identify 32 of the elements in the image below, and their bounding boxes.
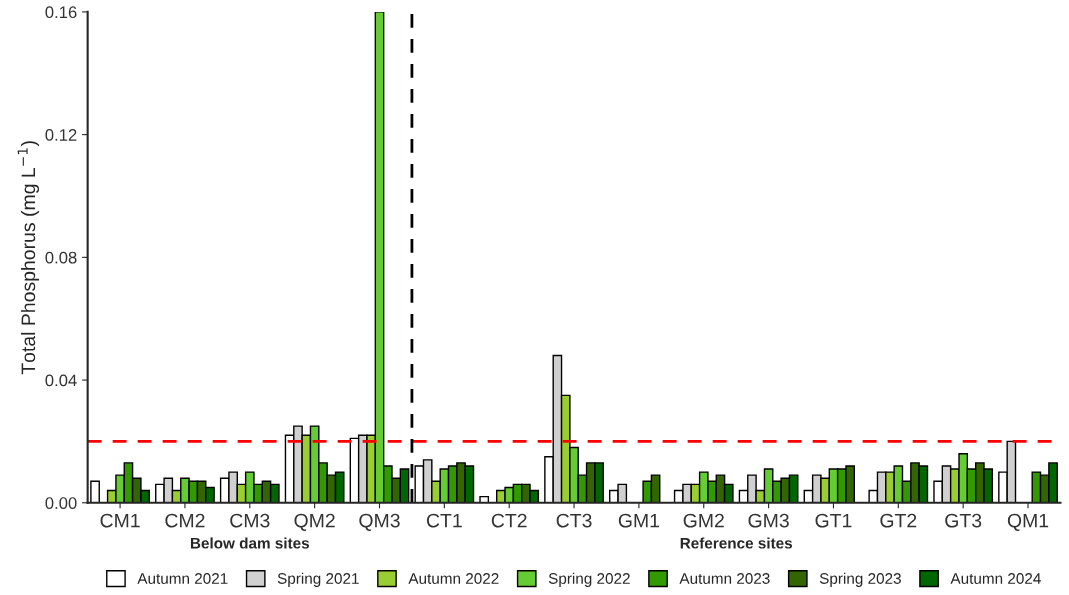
y-axis-title: Total Phosphorus (mg L$^{−1}$) xyxy=(17,141,40,375)
legend-label: Autumn 2024 xyxy=(950,573,1041,584)
y-tick-label: 0.08 xyxy=(45,251,77,264)
x-tick-label: QM1 xyxy=(1007,513,1049,531)
x-tick-label: CM1 xyxy=(100,513,140,528)
x-tick-label: GM3 xyxy=(748,513,789,528)
y-tick-label: 0.12 xyxy=(45,129,77,141)
x-tick-label: CM3 xyxy=(230,513,270,528)
bar xyxy=(90,480,100,503)
x-tick-label: CT2 xyxy=(491,513,527,528)
legend-label: Spring 2022 xyxy=(548,572,630,587)
x-tick-label: GM1 xyxy=(618,513,660,528)
y-tick-label: 0.00 xyxy=(45,497,77,509)
bar xyxy=(479,495,490,503)
legend-label: Autumn 2022 xyxy=(408,573,499,584)
x-tick-label: GM2 xyxy=(683,513,724,528)
x-tick-label: GT1 xyxy=(815,513,852,528)
x-tick-label: QM3 xyxy=(359,513,400,531)
text: Below dam sites xyxy=(190,537,310,549)
x-tick-label: GT3 xyxy=(945,513,982,528)
x-tick-label: CM2 xyxy=(165,513,205,528)
x-tick-label: GT2 xyxy=(880,513,917,528)
legend-label: Autumn 2021 xyxy=(137,573,228,584)
y-tick-label: 0.16 xyxy=(45,6,77,19)
legend-label: Spring 2023 xyxy=(819,572,901,587)
legend-label: Spring 2021 xyxy=(277,572,359,587)
legend-label: Autumn 2023 xyxy=(679,573,770,584)
x-tick-label: CT3 xyxy=(556,513,592,528)
y-tick-label: 0.04 xyxy=(45,374,77,387)
text: Reference sites xyxy=(680,537,793,549)
x-tick-label: QM2 xyxy=(294,513,335,531)
x-tick-label: CT1 xyxy=(426,513,462,528)
